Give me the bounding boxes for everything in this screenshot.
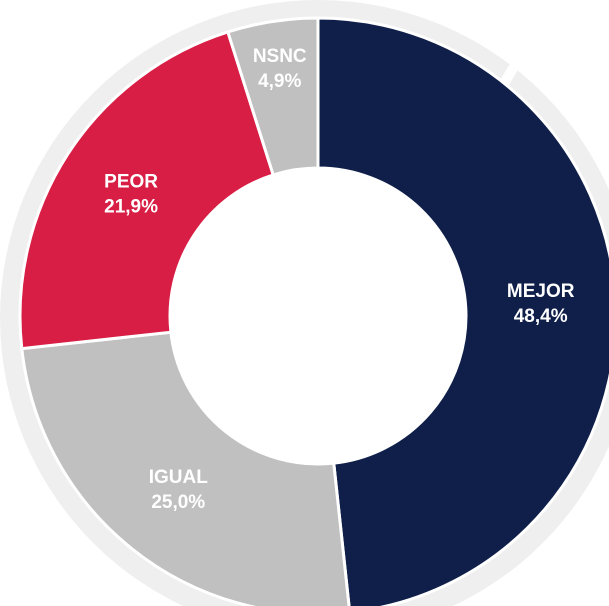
- donut-slice: [18, 30, 276, 351]
- ring-gap: [495, 37, 535, 93]
- slice-value-label: 48,4%: [514, 306, 568, 327]
- donut-hole: [171, 169, 465, 463]
- donut-slice: [225, 16, 320, 177]
- slice-value-label: 25,0%: [151, 492, 205, 513]
- slice-label: NSNC: [253, 46, 307, 67]
- donut-slice: [20, 330, 351, 606]
- donut-slice: [316, 16, 609, 606]
- slice-label: IGUAL: [149, 467, 209, 488]
- slice-label: PEOR: [104, 171, 158, 192]
- slice-value-label: 21,9%: [104, 196, 158, 217]
- slice-label: MEJOR: [507, 281, 575, 302]
- slice-value-label: 4,9%: [258, 71, 301, 92]
